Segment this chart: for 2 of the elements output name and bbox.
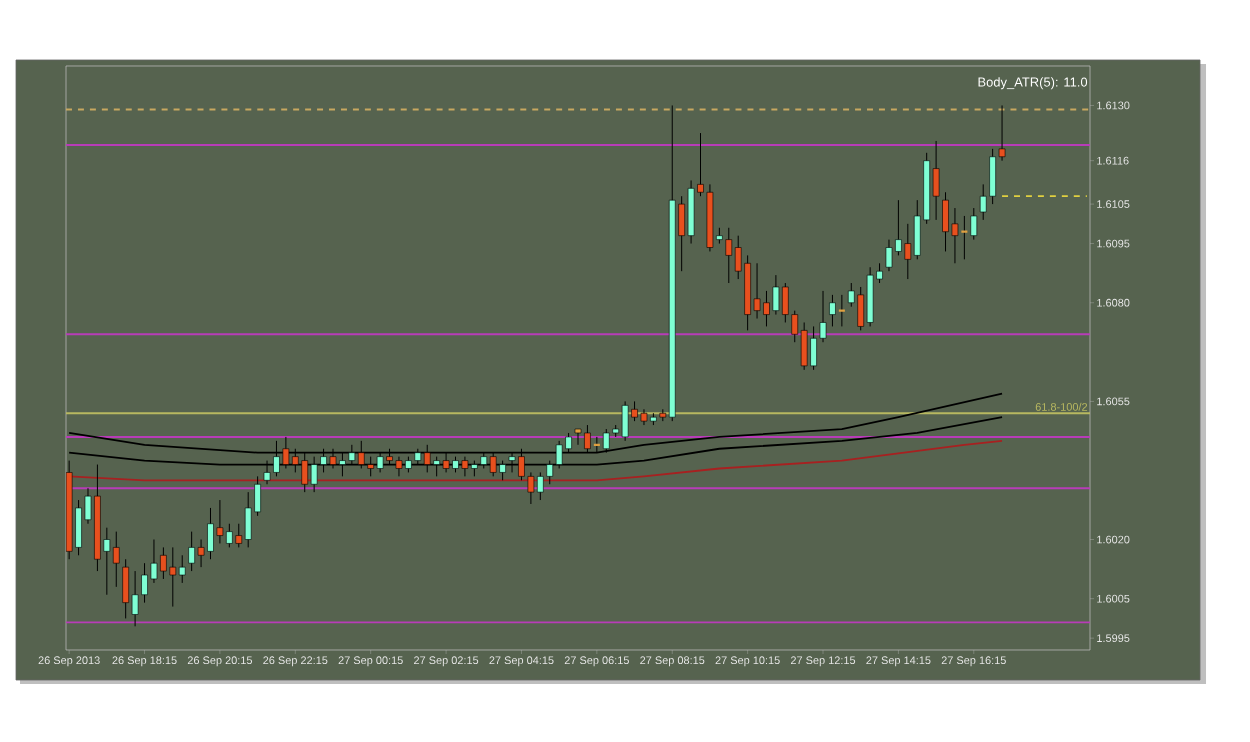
candlestick: [829, 294, 836, 327]
candlestick: [970, 207, 978, 241]
